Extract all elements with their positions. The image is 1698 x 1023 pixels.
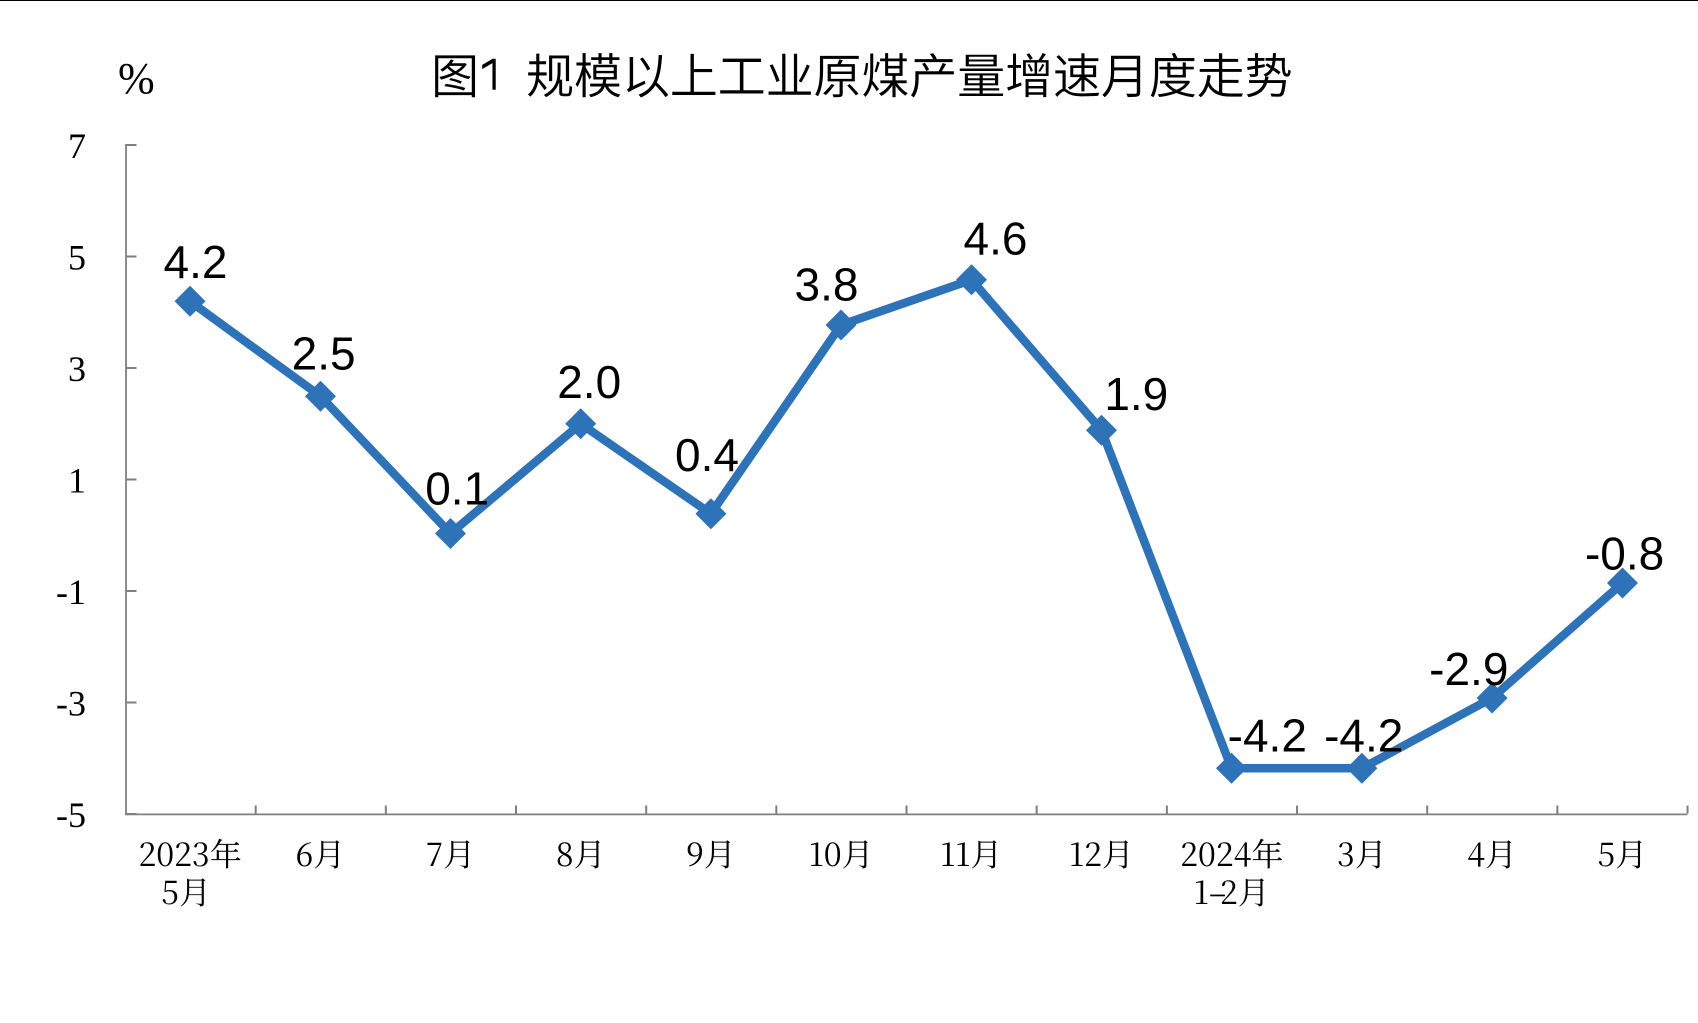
svg-text:%: % xyxy=(118,54,155,103)
svg-text:1.9: 1.9 xyxy=(1104,368,1168,420)
svg-text:0.4: 0.4 xyxy=(675,429,739,481)
svg-text:3: 3 xyxy=(68,349,86,389)
svg-text:4.6: 4.6 xyxy=(964,213,1028,265)
svg-text:7: 7 xyxy=(68,126,86,166)
svg-text:-5: -5 xyxy=(56,795,86,835)
svg-text:-0.8: -0.8 xyxy=(1585,528,1664,580)
svg-text:1: 1 xyxy=(68,461,86,501)
svg-text:-4.2: -4.2 xyxy=(1228,710,1307,762)
svg-text:4.2: 4.2 xyxy=(164,236,228,288)
svg-text:-2.9: -2.9 xyxy=(1429,643,1508,695)
svg-text:3.8: 3.8 xyxy=(795,259,859,311)
svg-text:-1: -1 xyxy=(56,572,86,612)
svg-text:-3: -3 xyxy=(56,684,86,724)
svg-text:2.0: 2.0 xyxy=(557,356,621,408)
svg-text:0.1: 0.1 xyxy=(425,463,489,515)
svg-text:5: 5 xyxy=(68,238,86,278)
svg-text:-4.2: -4.2 xyxy=(1324,710,1403,762)
svg-text:2.5: 2.5 xyxy=(292,327,356,379)
